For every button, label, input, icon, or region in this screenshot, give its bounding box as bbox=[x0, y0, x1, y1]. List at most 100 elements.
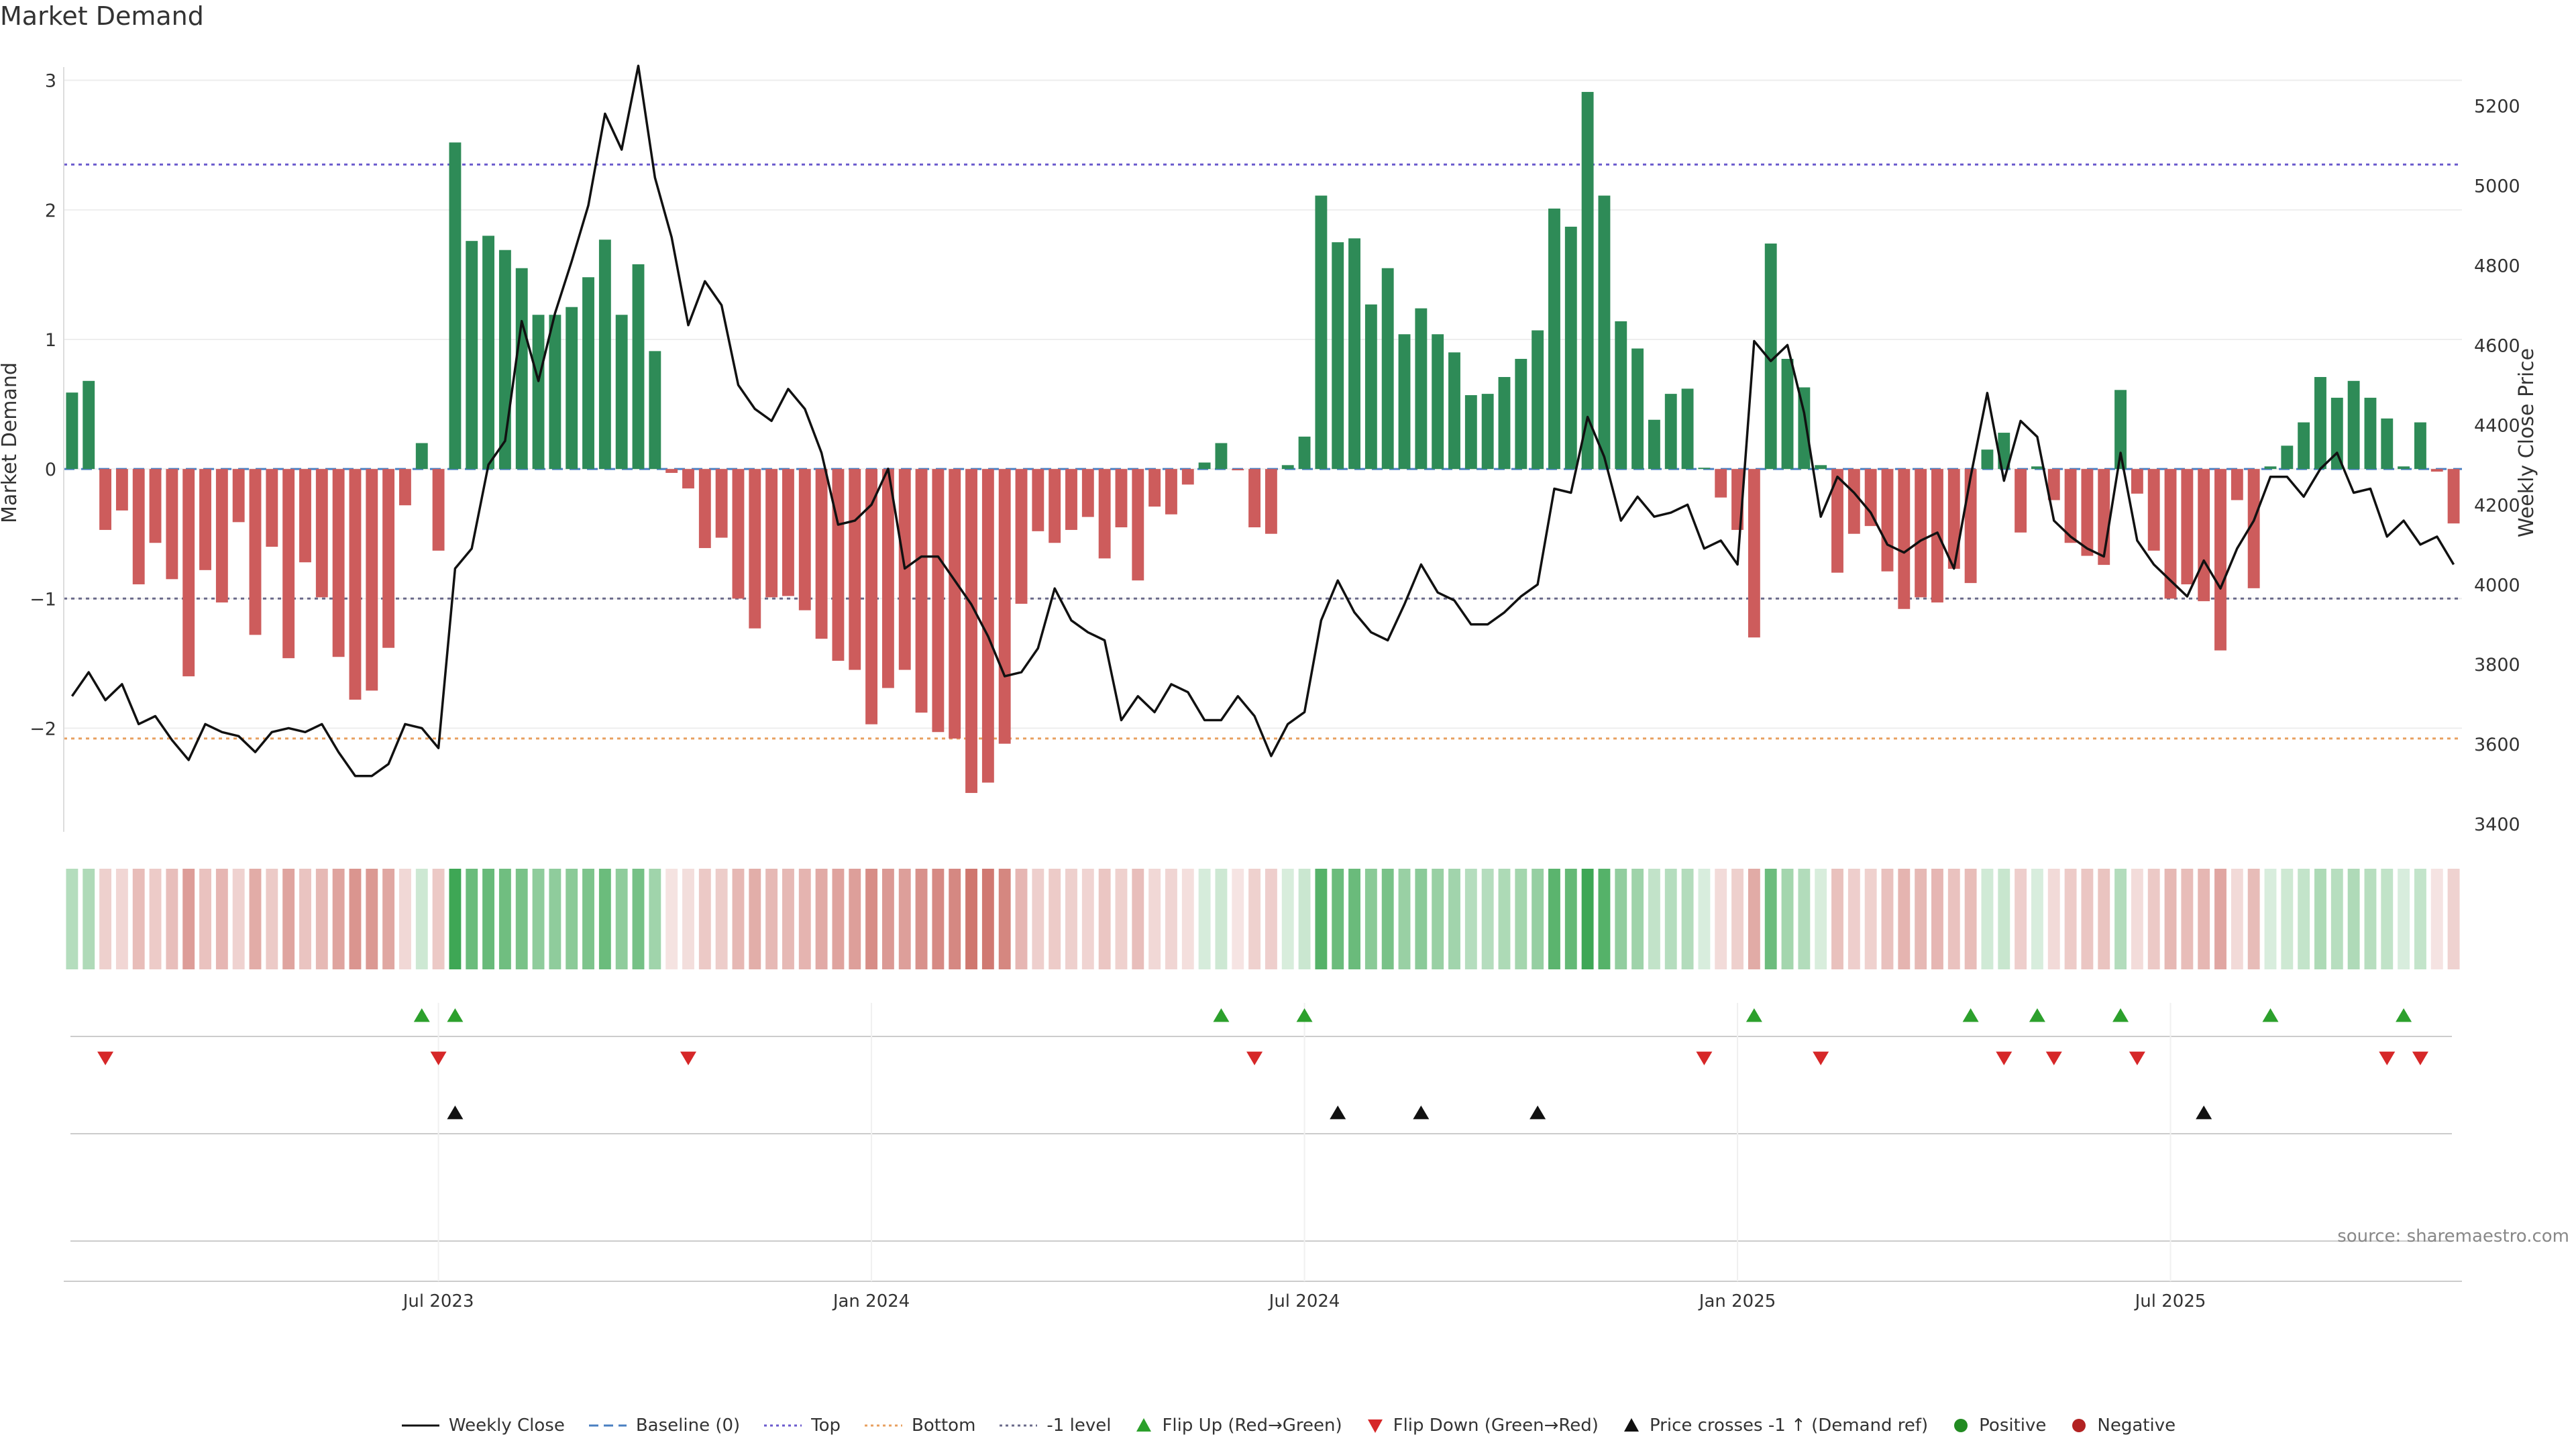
heat-cell bbox=[1715, 869, 1727, 969]
y-axis-right-label: Weekly Close Price bbox=[2515, 348, 2538, 537]
heat-cell bbox=[1415, 869, 1428, 969]
demand-bar bbox=[332, 469, 345, 657]
heat-cell bbox=[682, 869, 694, 969]
x-tick-label: Jul 2023 bbox=[402, 1291, 474, 1311]
heat-cell bbox=[2364, 869, 2377, 969]
page-title: Market Demand bbox=[0, 1, 204, 31]
x-tick-label: Jan 2025 bbox=[1698, 1291, 1776, 1311]
heat-cell bbox=[1115, 869, 1128, 969]
demand-bar bbox=[2264, 466, 2277, 470]
legend-symbol bbox=[865, 1424, 903, 1427]
legend-symbol bbox=[1367, 1419, 1383, 1433]
heat-cell bbox=[1815, 869, 1827, 969]
demand-bar bbox=[698, 469, 711, 548]
legend-item: Bottom bbox=[863, 1415, 975, 1436]
demand-bar bbox=[1664, 394, 1677, 470]
flip-up-marker bbox=[1746, 1008, 1762, 1022]
demand-bar bbox=[1315, 195, 1328, 470]
legend-item: Negative bbox=[2069, 1415, 2176, 1436]
demand-bar bbox=[2181, 469, 2194, 585]
heat-cell bbox=[1398, 869, 1411, 969]
legend-symbol bbox=[764, 1424, 802, 1427]
demand-bar bbox=[1148, 469, 1161, 507]
heat-cell bbox=[981, 869, 994, 969]
demand-bar bbox=[765, 469, 778, 598]
heat-cell bbox=[1981, 869, 1994, 969]
heat-cell bbox=[1432, 869, 1444, 969]
heat-cell bbox=[215, 869, 228, 969]
heat-cell bbox=[2447, 869, 2460, 969]
demand-bar bbox=[1464, 395, 1477, 470]
heat-cell bbox=[749, 869, 761, 969]
y-right-tick-label: 3800 bbox=[2474, 655, 2520, 676]
flip-down-marker bbox=[2412, 1051, 2428, 1065]
demand-bar bbox=[1631, 348, 1644, 470]
heat-cell bbox=[1847, 869, 1860, 969]
demand-bar bbox=[432, 469, 445, 551]
heat-cell bbox=[66, 869, 78, 969]
heat-cell bbox=[366, 869, 378, 969]
demand-bar bbox=[1981, 449, 1994, 470]
flip-down-marker bbox=[430, 1051, 447, 1065]
price-cross-marker bbox=[2196, 1106, 2212, 1120]
heat-cell bbox=[115, 869, 128, 969]
demand-bar bbox=[932, 469, 945, 733]
heat-cell bbox=[1898, 869, 1911, 969]
legend-item: Baseline (0) bbox=[588, 1415, 740, 1436]
heat-cell bbox=[1215, 869, 1228, 969]
demand-bar bbox=[2131, 469, 2143, 494]
y-left-tick-label: −2 bbox=[30, 718, 56, 739]
heat-cell bbox=[1598, 869, 1611, 969]
heat-cell bbox=[1015, 869, 1028, 969]
legend-label: Baseline (0) bbox=[635, 1415, 741, 1436]
heat-cell bbox=[2281, 869, 2294, 969]
heat-cell bbox=[1181, 869, 1194, 969]
demand-bar bbox=[2281, 445, 2294, 470]
demand-bar bbox=[1831, 469, 1843, 573]
flip-down-marker bbox=[2045, 1051, 2062, 1065]
flip-down-marker bbox=[1813, 1051, 1829, 1065]
demand-bar bbox=[1364, 304, 1377, 470]
heat-cell bbox=[1049, 869, 1061, 969]
heat-cell bbox=[732, 869, 745, 969]
flip-up-marker bbox=[1962, 1008, 1979, 1022]
heat-cell bbox=[1631, 869, 1644, 969]
heat-cell bbox=[149, 869, 162, 969]
heat-cell bbox=[898, 869, 911, 969]
legend-item: Flip Up (Red→Green) bbox=[1134, 1415, 1342, 1436]
demand-bar bbox=[482, 235, 495, 470]
heat-cell bbox=[1648, 869, 1660, 969]
demand-bar bbox=[1132, 469, 1144, 581]
heat-cell bbox=[332, 869, 345, 969]
demand-bar bbox=[1681, 388, 1694, 470]
demand-bar bbox=[566, 307, 578, 470]
flip-down-marker bbox=[2129, 1051, 2145, 1065]
heat-cell bbox=[266, 869, 278, 969]
heat-cell bbox=[715, 869, 728, 969]
x-tick-label: Jan 2024 bbox=[832, 1291, 910, 1311]
demand-bar bbox=[1332, 242, 1344, 470]
heat-cell bbox=[1532, 869, 1544, 969]
demand-bar bbox=[615, 315, 628, 470]
legend-symbol bbox=[2072, 1419, 2086, 1432]
demand-bar bbox=[1748, 469, 1760, 638]
heat-cell bbox=[449, 869, 462, 969]
heat-cell bbox=[549, 869, 561, 969]
heat-cell bbox=[1931, 869, 1943, 969]
demand-bar bbox=[981, 469, 994, 783]
demand-bar bbox=[2314, 377, 2326, 470]
demand-bar bbox=[66, 392, 78, 470]
demand-bar bbox=[1915, 469, 1927, 598]
heat-cell bbox=[2398, 869, 2410, 969]
heat-cell bbox=[415, 869, 428, 969]
demand-bar bbox=[2298, 422, 2310, 470]
flip-up-marker bbox=[2396, 1008, 2412, 1022]
heat-cell bbox=[99, 869, 112, 969]
demand-bar bbox=[749, 469, 761, 629]
source-note: source: sharemaestro.com bbox=[2337, 1226, 2569, 1246]
demand-bar bbox=[2330, 397, 2343, 470]
heat-cell bbox=[482, 869, 495, 969]
price-cross-marker bbox=[1529, 1106, 1546, 1120]
demand-bar bbox=[1115, 469, 1128, 528]
flip-down-marker bbox=[97, 1051, 114, 1065]
